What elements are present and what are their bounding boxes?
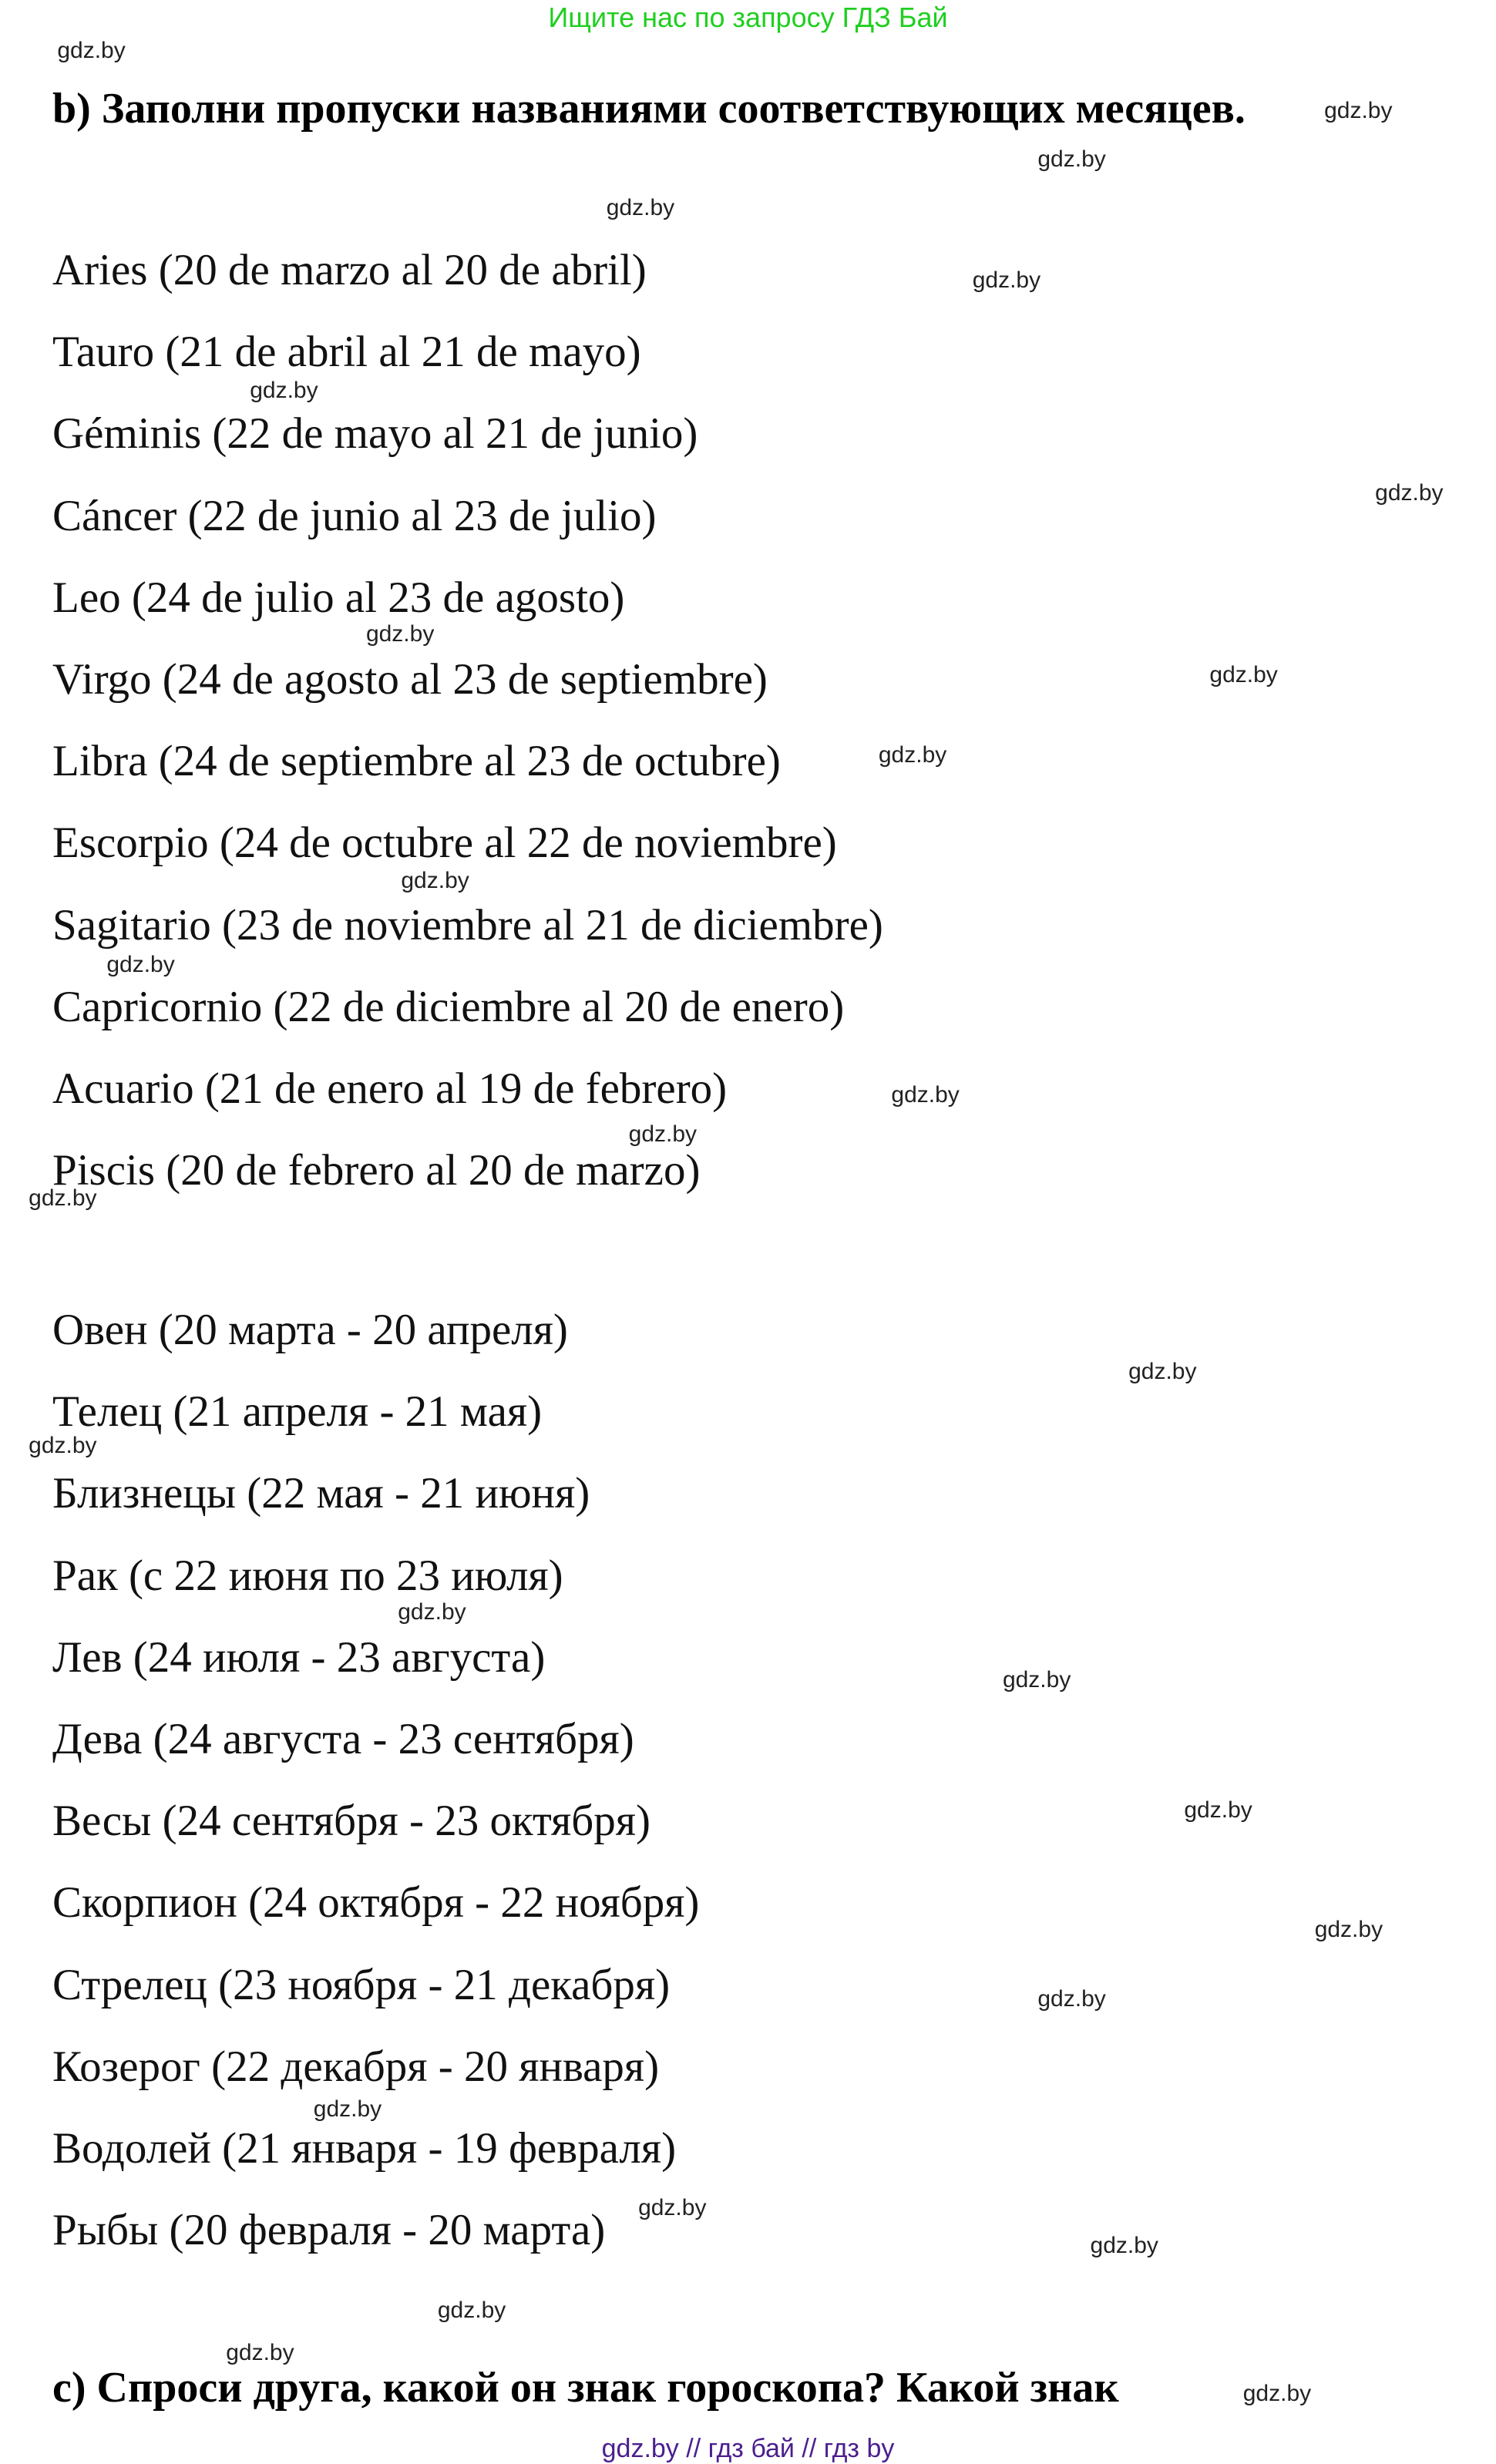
watermark: gdz.by [1184,1797,1252,1824]
watermark: gdz.by [878,742,947,768]
russian-sign-line: Дева (24 августа - 23 сентября) [52,1715,634,1763]
spanish-sign-line: Libra (24 de septiembre al 23 de octubre… [52,737,781,786]
watermark: gdz.by [437,2297,506,2323]
watermark: gdz.by [106,951,175,977]
spanish-sign-line: Aries (20 de marzo al 20 de abril) [52,246,647,294]
watermark: gdz.by [638,2195,707,2221]
watermark: gdz.by [1375,479,1444,506]
spanish-sign-line: Tauro (21 de abril al 21 de mayo) [52,328,641,377]
russian-sign-line: Козерог (22 декабря - 20 января) [52,2042,660,2091]
watermark: gdz.by [401,868,469,894]
watermark: gdz.by [57,38,126,64]
spanish-sign-line: Piscis (20 de febrero al 20 de marzo) [52,1146,701,1195]
spanish-sign-line: Leo (24 de julio al 23 de agosto) [52,573,625,622]
watermark: gdz.by [972,267,1041,294]
watermark: gdz.by [1128,1358,1197,1384]
spanish-sign-line: Escorpio (24 de octubre al 22 de noviemb… [52,819,837,868]
watermark: gdz.by [398,1599,466,1625]
russian-sign-line: Близнецы (22 мая - 21 июня) [52,1469,590,1518]
task-c-heading: c) Спроси друга, какой он знак гороскопа… [52,2364,1119,2412]
russian-sign-line: Телец (21 апреля - 21 мая) [52,1387,543,1437]
russian-sign-line: Рыбы (20 февраля - 20 марта) [52,2206,606,2255]
watermark: gdz.by [891,1081,960,1108]
russian-sign-line: Лев (24 июля - 23 августа) [52,1632,546,1682]
russian-sign-line: Скорпион (24 октября - 22 ноября) [52,1878,700,1928]
watermark: gdz.by [606,195,675,221]
watermark: gdz.by [365,621,435,647]
watermark: gdz.by [29,1432,97,1458]
spanish-sign-line: Géminis (22 de mayo al 21 de junio) [52,409,698,459]
watermark: gdz.by [1002,1666,1071,1693]
watermark: gdz.by [1242,2380,1312,2406]
russian-sign-line: Весы (24 сентября - 23 октября) [52,1797,651,1846]
watermark: gdz.by [1037,1985,1106,2012]
spanish-sign-line: Capricornio (22 de diciembre al 20 de en… [52,982,845,1031]
russian-sign-line: Овен (20 марта - 20 апреля) [52,1306,568,1354]
russian-sign-line: Водолей (21 января - 19 февраля) [52,2124,677,2173]
watermark: gdz.by [1090,2233,1158,2259]
watermark: gdz.by [1324,97,1393,123]
watermark: gdz.by [29,1185,97,1212]
footer-links: gdz.by // гдз бай // гдз by [601,2434,895,2463]
russian-sign-line: Рак (с 22 июня по 23 июля) [52,1551,563,1600]
watermark: gdz.by [628,1121,698,1147]
watermark: gdz.by [250,377,318,403]
watermark: gdz.by [226,2339,294,2365]
spanish-sign-line: Cáncer (22 de junio al 23 de julio) [52,491,657,540]
task-b-heading: b) Заполни пропуски названиями соответст… [52,85,1246,133]
spanish-sign-line: Acuario (21 de enero al 19 de febrero) [52,1064,728,1113]
watermark: gdz.by [1037,146,1106,173]
watermark: gdz.by [1209,662,1278,688]
russian-sign-line: Стрелец (23 ноября - 21 декабря) [52,1960,671,2009]
spanish-sign-line: Virgo (24 de agosto al 23 de septiembre) [52,655,768,704]
watermark: gdz.by [1314,1917,1383,1943]
search-hint-banner: Ищите нас по запросу ГДЗ Бай [548,2,948,33]
watermark: gdz.by [313,2096,382,2122]
spanish-sign-line: Sagitario (23 de noviembre al 21 de dici… [52,900,883,950]
